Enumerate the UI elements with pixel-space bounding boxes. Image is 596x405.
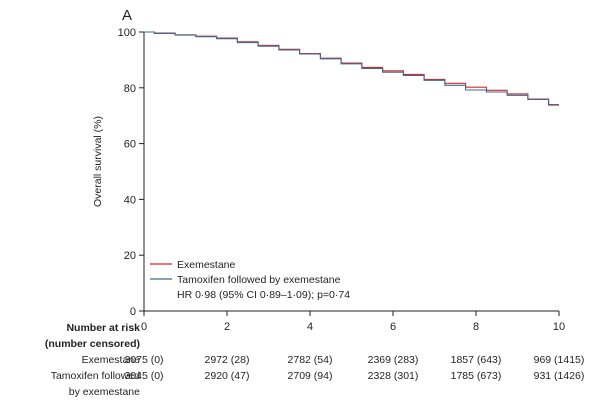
x-tick-label: 4 (307, 321, 313, 333)
y-tick-label: 60 (124, 139, 136, 151)
y-tick-label: 80 (124, 83, 136, 95)
x-tick-label: 6 (390, 321, 396, 333)
risk-table-header: Number at risk (66, 322, 140, 334)
y-tick-label: 0 (130, 306, 136, 318)
x-tick-label: 8 (473, 321, 479, 333)
x-tick-label: 2 (224, 321, 230, 333)
risk-cell: 2709 (94) (287, 370, 333, 382)
legend-label-tamoxifen: Tamoxifen followed by exemestane (177, 274, 341, 286)
series-line-exemestane (144, 31, 559, 106)
y-tick-label: 100 (118, 27, 136, 39)
risk-cell: 2972 (28) (204, 354, 250, 366)
x-tick-label: 0 (141, 321, 147, 333)
risk-cell: 2369 (283) (367, 354, 419, 366)
risk-row-label: by exemestane (68, 386, 140, 398)
legend-label-exemestane: Exemestane (177, 259, 236, 271)
risk-cell: 1857 (643) (450, 354, 502, 366)
risk-cell: 1785 (673) (450, 370, 502, 382)
risk-table-subheader: (number censored) (44, 338, 140, 350)
risk-row-label: Exemestane (81, 354, 140, 366)
x-tick-label: 10 (553, 321, 565, 333)
risk-row-label: Tamoxifen followed (50, 370, 140, 382)
risk-cell: 3075 (0) (124, 354, 164, 366)
risk-cell: 2328 (301) (367, 370, 419, 382)
risk-cell: 3045 (0) (124, 370, 164, 382)
y-tick-label: 40 (124, 194, 136, 206)
series-line-tamoxifen (144, 31, 559, 106)
y-axis-label: Overall survival (%) (92, 116, 104, 207)
risk-cell: 2920 (47) (204, 370, 250, 382)
y-tick-label: 20 (124, 250, 136, 262)
risk-cell: 969 (1415) (533, 354, 585, 366)
hr-annotation: HR 0·98 (95% CI 0·89–1·09); p=0·74 (177, 289, 350, 301)
panel-label: A (122, 7, 132, 24)
risk-cell: 2782 (54) (287, 354, 333, 366)
risk-cell: 931 (1426) (533, 370, 585, 382)
